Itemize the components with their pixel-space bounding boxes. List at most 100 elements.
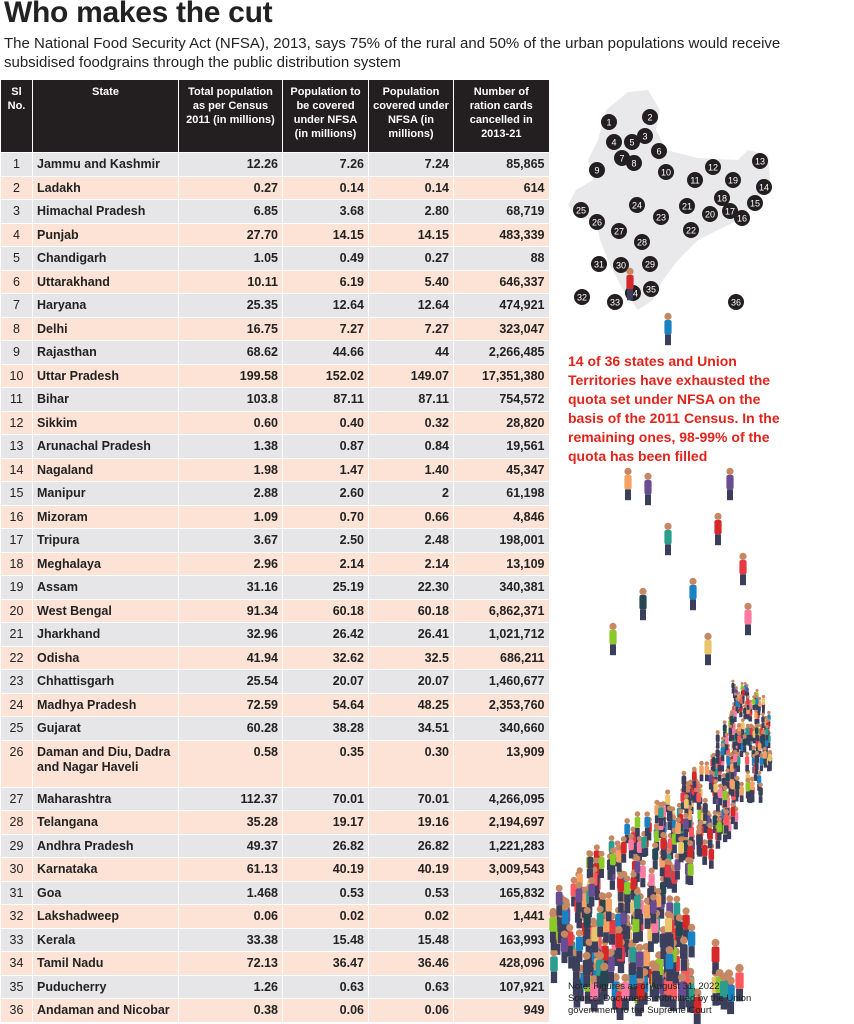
table-row: 36 Andaman and Nicobar 0.38 0.06 0.06 949 — [0, 998, 549, 1022]
cell: 32 — [0, 904, 33, 928]
person-body — [658, 807, 664, 818]
person-head — [729, 712, 734, 716]
column-header: Number of ration cards cancelled in 2013… — [453, 80, 549, 153]
cell: Karnataka — [32, 857, 179, 881]
table-row: 1 Jammu and Kashmir 12.26 7.26 7.24 85,865 — [0, 152, 549, 176]
person-body — [742, 738, 747, 747]
person-head — [593, 857, 600, 864]
person — [758, 782, 763, 803]
person-head — [735, 697, 739, 701]
map-label: 15 — [750, 199, 760, 209]
cell: 7 — [0, 293, 33, 317]
person-head — [626, 267, 634, 275]
cell: 48.25 — [368, 692, 454, 717]
person — [716, 816, 722, 841]
person-legs — [660, 948, 667, 960]
map-marker — [591, 256, 607, 272]
cell: Jammu and Kashmir — [32, 152, 179, 176]
person-body — [609, 630, 617, 645]
person-body — [731, 727, 735, 736]
map-marker — [606, 134, 622, 150]
person-head — [755, 695, 759, 699]
person-legs — [745, 713, 748, 719]
person-legs — [694, 792, 699, 800]
cell: 34.51 — [368, 716, 454, 740]
person-legs — [758, 706, 761, 712]
person-legs — [667, 821, 672, 830]
person-legs — [664, 995, 672, 1008]
cell: 112.37 — [178, 786, 283, 811]
person-legs — [645, 494, 651, 506]
person-body — [644, 480, 652, 495]
person-legs — [554, 943, 561, 955]
person — [587, 850, 594, 878]
person-body — [616, 850, 623, 863]
person-legs — [720, 755, 725, 762]
person-body — [628, 839, 634, 851]
person — [708, 769, 713, 790]
person-body — [641, 836, 648, 849]
person-body — [654, 830, 660, 843]
cell: 7.26 — [282, 152, 369, 176]
person-head — [726, 752, 731, 757]
person-legs — [612, 950, 619, 962]
title: Who makes the cut — [4, 0, 273, 29]
person-body — [702, 802, 708, 814]
person — [752, 695, 756, 710]
person-legs — [680, 959, 688, 971]
cell: 0.06 — [282, 998, 369, 1022]
person-head — [575, 929, 584, 937]
person-body — [643, 904, 651, 919]
cell: 0.30 — [368, 739, 454, 787]
person-body — [735, 700, 739, 707]
person-legs — [708, 860, 714, 869]
person-body — [728, 728, 733, 736]
person-legs — [696, 802, 701, 810]
person-head — [759, 753, 764, 758]
person-legs — [712, 765, 716, 772]
person-head — [718, 783, 723, 789]
person-legs — [741, 729, 745, 735]
table-row: 33 Kerala 33.38 15.48 15.48 163,993 — [0, 927, 549, 952]
person-legs — [732, 693, 736, 699]
map-marker — [611, 223, 627, 239]
cell: 2.80 — [368, 199, 454, 223]
cell: 15.48 — [282, 927, 369, 952]
header-row: Sl No. State Total population as per Censu… — [0, 80, 549, 153]
person-legs — [632, 932, 639, 943]
person-head — [737, 722, 742, 727]
person-legs — [768, 764, 772, 771]
table-row: 31 Goa 1.468 0.53 0.53 165,832 — [0, 880, 549, 905]
person — [634, 855, 641, 882]
person-legs — [735, 740, 739, 746]
person-head — [707, 822, 713, 829]
cell: 0.14 — [282, 175, 369, 200]
table-row: 35 Puducherry 1.26 0.63 0.63 107,921 — [0, 974, 549, 999]
person-body — [590, 983, 599, 1000]
person — [713, 779, 718, 800]
cell: 10.11 — [178, 269, 283, 294]
cell: 25.54 — [178, 669, 283, 693]
person-head — [749, 776, 755, 782]
person — [749, 723, 753, 741]
person-body — [683, 798, 689, 809]
cell: 68,719 — [453, 199, 549, 223]
table-row: 12 Sikkim 0.60 0.40 0.32 28,820 — [0, 410, 549, 435]
map-label: 25 — [576, 206, 586, 216]
person-body — [617, 878, 625, 892]
person — [761, 694, 766, 711]
person-head — [664, 522, 672, 530]
person-head — [549, 910, 557, 918]
person-head — [741, 686, 745, 690]
person-legs — [665, 334, 671, 346]
person-head — [617, 872, 625, 879]
table-row: 13 Arunachal Pradesh 1.38 0.87 0.84 19,561 — [0, 434, 549, 458]
person-head — [587, 850, 594, 857]
person-body — [680, 792, 686, 803]
person — [726, 976, 735, 1015]
cell: 0.70 — [282, 504, 369, 529]
cell: 165,832 — [453, 880, 549, 905]
person-legs — [730, 816, 735, 825]
person-body — [675, 822, 681, 834]
person-body — [665, 794, 671, 805]
